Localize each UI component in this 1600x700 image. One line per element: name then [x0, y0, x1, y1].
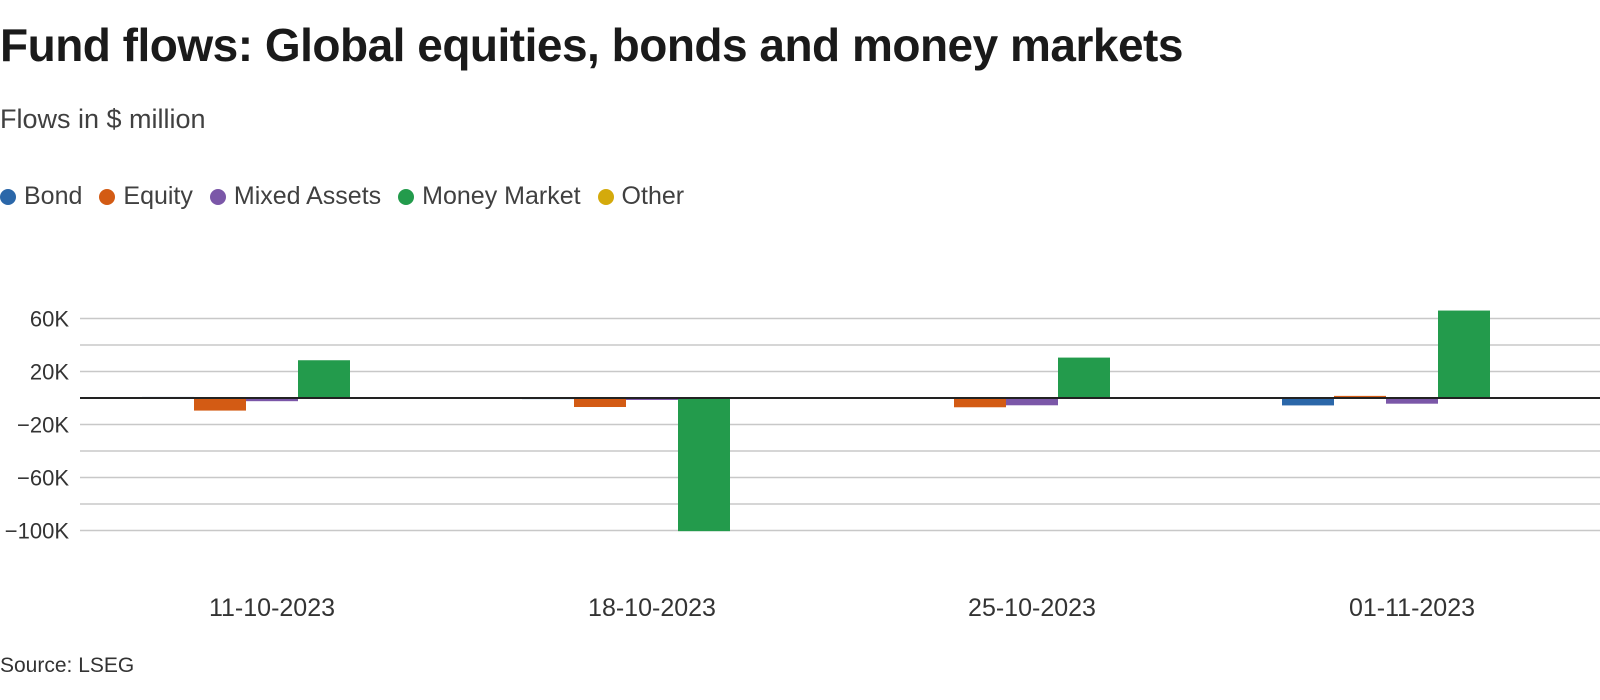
legend-label-other: Other	[621, 182, 685, 210]
legend: Bond Equity Mixed Assets Money Market Ot…	[0, 182, 701, 211]
bar-mixed-assets	[1006, 398, 1058, 406]
x-tick-label: 25-10-2023	[968, 594, 1096, 622]
bar-bond	[1282, 398, 1334, 406]
legend-swatch-other	[597, 188, 614, 205]
y-tick-label: 20K	[30, 360, 69, 385]
bar-equity	[1334, 395, 1386, 398]
bar-money-market	[1058, 357, 1110, 398]
legend-label-bond: Bond	[24, 182, 83, 210]
legend-label-equity: Equity	[123, 182, 193, 210]
bar-chart: 60K 20K −20K −60K −100K 11-10-2023 18-10-2023 2…	[5, 307, 1600, 622]
y-tick-label: −20K	[17, 413, 69, 438]
bar-mixed-assets	[246, 398, 298, 402]
bar-equity	[574, 398, 626, 408]
legend-swatch-bond	[0, 188, 16, 205]
legend-item-mixed-assets: Mixed Assets	[209, 182, 382, 211]
bar-mixed-assets	[1386, 398, 1438, 404]
legend-item-money-market: Money Market	[398, 182, 581, 211]
legend-swatch-mixed-assets	[209, 188, 226, 205]
legend-label-mixed-assets: Mixed Assets	[233, 182, 382, 210]
x-tick-label: 18-10-2023	[588, 594, 716, 622]
y-tick-label: −60K	[17, 466, 69, 491]
x-tick-label: 01-11-2023	[1349, 594, 1475, 622]
legend-item-other: Other	[597, 182, 685, 211]
legend-label-money-market: Money Market	[422, 182, 581, 210]
bar-equity	[954, 398, 1006, 408]
legend-item-equity: Equity	[99, 182, 193, 211]
bar-money-market	[678, 398, 730, 532]
bar-money-market	[298, 360, 350, 398]
bar-money-market	[1438, 310, 1490, 398]
chart-title: Fund flows: Global equities, bonds and m…	[0, 19, 1183, 71]
legend-swatch-equity	[99, 188, 116, 205]
source-note: Source: LSEG	[0, 654, 135, 677]
y-tick-label: −100K	[5, 519, 70, 544]
bar-equity	[194, 398, 246, 411]
x-tick-label: 11-10-2023	[209, 594, 335, 622]
legend-swatch-money-market	[398, 188, 415, 205]
chart-subtitle: Flows in $ million	[0, 104, 206, 134]
legend-item-bond: Bond	[0, 182, 82, 211]
y-tick-label: 60K	[30, 307, 69, 332]
